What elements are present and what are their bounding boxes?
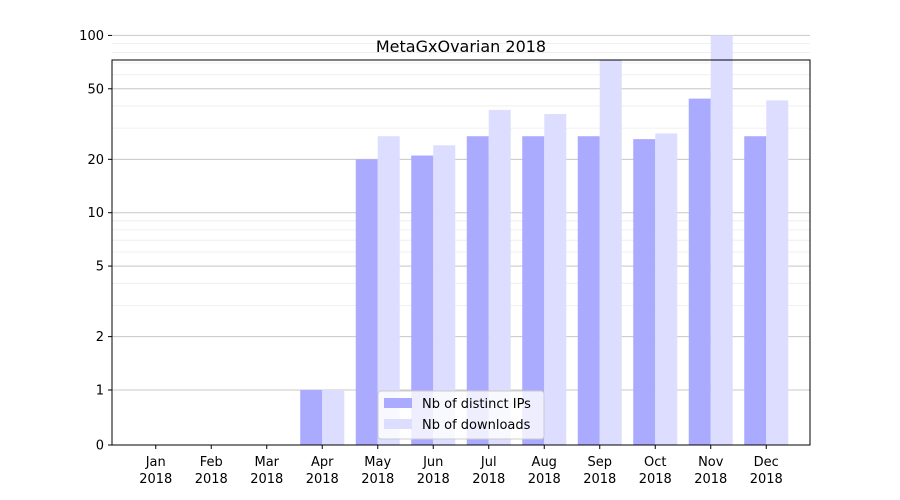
bars bbox=[300, 35, 789, 446]
legend-label: Nb of downloads bbox=[422, 418, 531, 433]
legend[interactable]: Nb of distinct IPs Nb of downloads bbox=[377, 390, 545, 440]
x-tick-label-month: Feb bbox=[200, 455, 223, 470]
x-tick-label-year: 2018 bbox=[139, 472, 172, 487]
x-tick-label-year: 2018 bbox=[195, 472, 228, 487]
bar-distinct-ips bbox=[411, 155, 434, 445]
y-tick-label: 2 bbox=[96, 330, 104, 345]
x-tick-label-year: 2018 bbox=[361, 472, 394, 487]
x-tick-label-month: Oct bbox=[644, 455, 666, 470]
x-tick-label-month: Jan bbox=[145, 455, 166, 470]
x-tick-label-year: 2018 bbox=[250, 472, 283, 487]
x-tick-label-month: May bbox=[364, 455, 391, 470]
y-tick-label: 5 bbox=[96, 260, 104, 275]
bar-distinct-ips bbox=[688, 98, 711, 445]
bar-distinct-ips bbox=[300, 390, 323, 445]
bar-downloads bbox=[766, 100, 789, 445]
bar-distinct-ips bbox=[466, 136, 489, 445]
y-tick-label: 10 bbox=[87, 206, 104, 221]
x-tick-label-year: 2018 bbox=[528, 472, 561, 487]
x-tick-label-year: 2018 bbox=[306, 472, 339, 487]
bar-distinct-ips bbox=[522, 136, 545, 445]
bar-downloads bbox=[710, 35, 733, 446]
x-tick-label-year: 2018 bbox=[750, 472, 783, 487]
y-axis: 0 1 2 5 10 20 50 100 bbox=[79, 29, 112, 454]
y-tick-label: 1 bbox=[96, 384, 104, 399]
bar-downloads bbox=[488, 109, 511, 446]
x-tick-label-month: Dec bbox=[754, 455, 779, 470]
legend-box bbox=[377, 390, 545, 440]
legend-label: Nb of distinct IPs bbox=[422, 397, 531, 412]
x-tick-label-year: 2018 bbox=[472, 472, 505, 487]
y-tick-label: 0 bbox=[96, 439, 104, 454]
bar-downloads bbox=[433, 145, 456, 445]
y-tick-label: 20 bbox=[87, 153, 104, 168]
bar-distinct-ips bbox=[577, 136, 600, 445]
x-tick-label-month: Aug bbox=[532, 455, 557, 470]
grid bbox=[112, 34, 810, 391]
x-tick-label-month: Jul bbox=[480, 455, 497, 470]
y-tick-label: 100 bbox=[79, 29, 104, 44]
bar-downloads bbox=[377, 136, 400, 445]
bar-distinct-ips bbox=[744, 136, 767, 445]
bar-downloads bbox=[599, 59, 622, 445]
x-tick-label-month: Jun bbox=[422, 455, 443, 470]
x-tick-label-year: 2018 bbox=[417, 472, 450, 487]
x-axis: Jan 2018 Feb 2018 Mar 2018 Apr 2018 May 2018 Jun 20… bbox=[139, 445, 783, 487]
x-tick-label-year: 2018 bbox=[639, 472, 672, 487]
y-tick-label: 50 bbox=[87, 82, 104, 97]
chart-title: MetaGxOvarian 2018 bbox=[376, 37, 546, 56]
x-tick-label-month: Mar bbox=[254, 455, 279, 470]
x-tick-label-month: Apr bbox=[311, 455, 334, 470]
bar-downloads bbox=[544, 114, 567, 445]
bar-distinct-ips bbox=[633, 139, 656, 445]
x-tick-label-month: Nov bbox=[698, 455, 724, 470]
x-tick-label-year: 2018 bbox=[583, 472, 616, 487]
legend-swatch bbox=[384, 398, 412, 408]
plot-frame bbox=[111, 59, 811, 446]
x-tick-label-year: 2018 bbox=[694, 472, 727, 487]
bar-downloads bbox=[322, 390, 345, 445]
bar-distinct-ips bbox=[355, 159, 378, 445]
x-tick-label-month: Sep bbox=[587, 455, 612, 470]
legend-swatch bbox=[384, 419, 412, 429]
bar-downloads bbox=[655, 133, 678, 445]
